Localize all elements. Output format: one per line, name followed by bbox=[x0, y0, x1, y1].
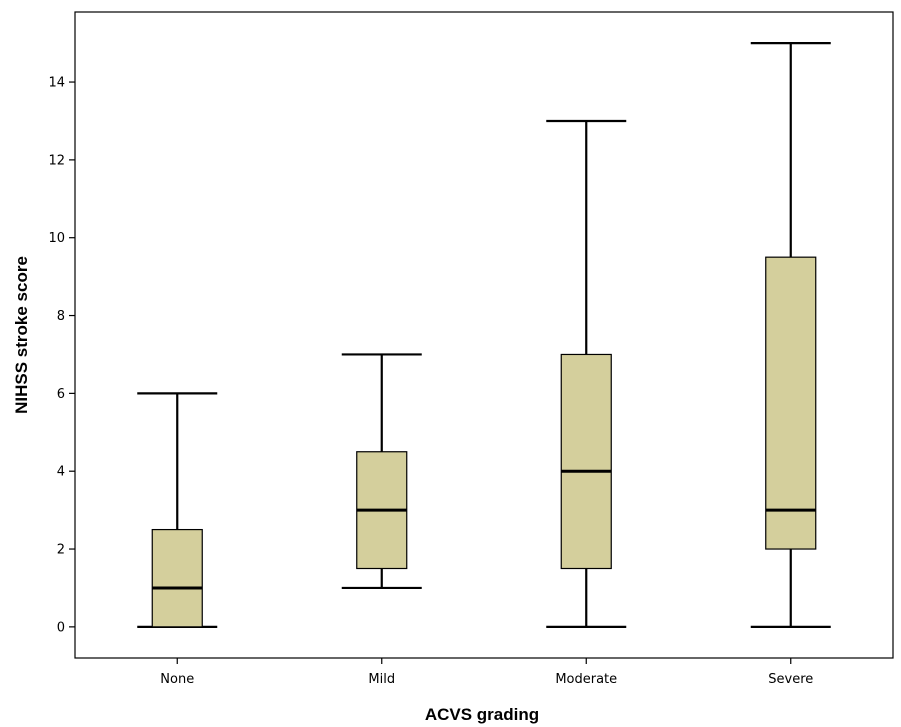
x-tick-label-none: None bbox=[160, 672, 194, 687]
x-tick-label-mild: Mild bbox=[368, 672, 395, 687]
y-tick-label-2: 2 bbox=[57, 543, 65, 558]
y-tick-label-6: 6 bbox=[57, 387, 65, 402]
y-tick-label-14: 14 bbox=[48, 76, 65, 91]
y-tick-label-0: 0 bbox=[57, 620, 65, 635]
y-axis-title: NIHSS stroke score bbox=[12, 256, 31, 414]
x-tick-label-severe: Severe bbox=[768, 672, 813, 687]
y-tick-label-8: 8 bbox=[57, 309, 65, 324]
plot-area-frame bbox=[74, 11, 894, 659]
y-tick-label-12: 12 bbox=[48, 153, 65, 168]
y-tick-label-10: 10 bbox=[48, 231, 65, 246]
iqr-box-none bbox=[151, 528, 203, 628]
x-tick-label-moderate: Moderate bbox=[555, 672, 617, 687]
iqr-box-severe bbox=[765, 256, 817, 550]
chart-marks: 0 2 4 6 8 10 12 14 None Mild Moderate Severe bbox=[48, 42, 831, 687]
y-tick-label-4: 4 bbox=[57, 465, 65, 480]
x-axis-title: ACVS grading bbox=[425, 705, 539, 724]
iqr-box-moderate bbox=[560, 353, 612, 570]
